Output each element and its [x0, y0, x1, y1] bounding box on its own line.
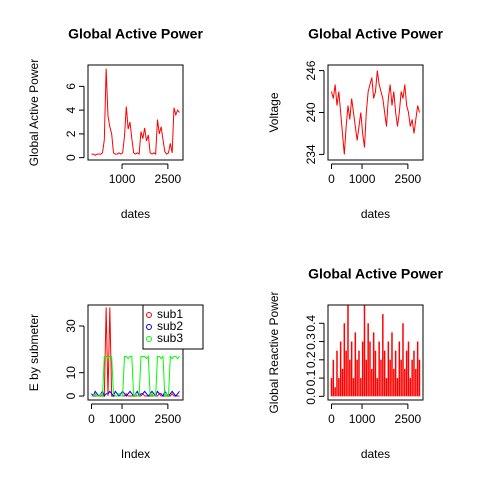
panel: E by submeter Index 0 10 30 0 1000 2500 sub1sub2… [27, 304, 204, 461]
x-tick-label: 1000 [349, 412, 376, 426]
legend-label: sub1 [157, 307, 183, 321]
data-line [91, 354, 180, 398]
legend-marker [146, 312, 152, 318]
y-axis-label: Voltage [267, 92, 281, 132]
data-line [91, 68, 180, 156]
y-tick-label: 0 [64, 154, 78, 161]
x-tick-label: 2500 [155, 412, 182, 426]
y-axis-label: E by submeter [27, 314, 41, 391]
x-tick-label: 1000 [109, 412, 136, 426]
y-axis-label: Global Reactive Power [267, 291, 281, 413]
panel: Global Active Power Global Active Power da… [27, 26, 203, 221]
y-tick-label: 0.2 [304, 351, 318, 368]
x-axis-label: dates [361, 207, 390, 221]
panel: Global Active Power Voltage dates 234 240 246… [267, 26, 443, 221]
panel-title: Global Active Power [308, 266, 443, 282]
data-line [330, 70, 420, 155]
y-tick-label: 10 [64, 366, 78, 380]
y-tick-label: 6 [64, 83, 78, 90]
panel-title: Global Active Power [308, 26, 443, 42]
x-tick-label: 2500 [395, 412, 422, 426]
x-tick-label: 0 [328, 412, 335, 426]
legend-marker [146, 336, 152, 342]
y-tick-label: 234 [304, 144, 318, 164]
y-tick-label: 246 [304, 60, 318, 80]
x-tick-label: 2500 [155, 172, 182, 186]
y-axis-label: Global Active Power [27, 59, 41, 166]
legend-label: sub3 [157, 331, 183, 345]
x-tick-label: 0 [88, 412, 95, 426]
plot-box [327, 64, 424, 161]
x-axis-label: dates [121, 207, 150, 221]
legend-box [142, 304, 204, 350]
x-tick-label: 0 [328, 172, 335, 186]
panel-title: Global Active Power [68, 26, 203, 42]
plot-box [87, 64, 184, 161]
y-tick-label: 30 [64, 319, 78, 333]
legend-label: sub2 [157, 319, 183, 333]
y-tick-label: 240 [304, 102, 318, 122]
legend-marker [146, 324, 152, 330]
x-axis-label: Index [121, 447, 150, 461]
y-tick-label: 0.1 [304, 369, 318, 386]
y-tick-label: 4 [64, 106, 78, 113]
panel: Global Active Power Global Reactive Power… [267, 266, 443, 461]
x-tick-label: 1000 [109, 172, 136, 186]
y-tick-label: 0 [64, 392, 78, 399]
x-tick-label: 2500 [395, 172, 422, 186]
y-tick-label: 0.3 [304, 333, 318, 350]
y-tick-label: 0.0 [304, 388, 318, 405]
plot-box [327, 304, 424, 401]
y-tick-label: 2 [64, 130, 78, 137]
x-axis-label: dates [361, 447, 390, 461]
y-tick-label: 0.4 [304, 315, 318, 332]
plot-box [87, 304, 184, 401]
x-tick-label: 1000 [349, 172, 376, 186]
